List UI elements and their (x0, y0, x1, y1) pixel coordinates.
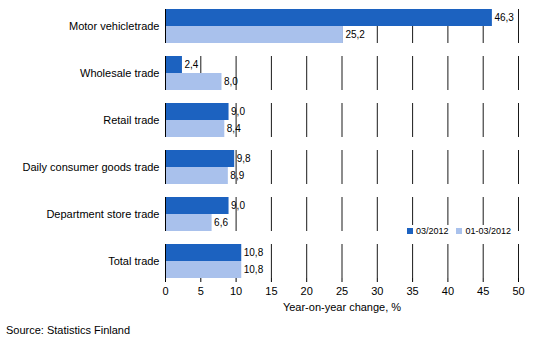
svg-text:30: 30 (371, 285, 383, 297)
svg-text:2,4: 2,4 (184, 59, 198, 70)
svg-text:45: 45 (477, 285, 489, 297)
svg-text:50: 50 (512, 285, 524, 297)
svg-text:10: 10 (230, 285, 242, 297)
svg-text:Daily consumer goods trade: Daily consumer goods trade (23, 161, 160, 173)
svg-text:20: 20 (301, 285, 313, 297)
svg-text:0: 0 (162, 285, 168, 297)
svg-text:6,6: 6,6 (214, 217, 228, 228)
svg-text:8,4: 8,4 (227, 123, 241, 134)
svg-text:Department store trade: Department store trade (46, 208, 159, 220)
html-text:Source: Statistics Finland: Source: Statistics Finland (6, 324, 131, 336)
svg-text:Year-on-year change, %: Year-on-year change, % (283, 301, 401, 313)
svg-text:9,8: 9,8 (237, 153, 251, 164)
svg-text:8,0: 8,0 (224, 76, 238, 87)
svg-text:10,8: 10,8 (244, 247, 264, 258)
svg-text:25: 25 (336, 285, 348, 297)
html-text:01-03/2012: 01-03/2012 (465, 226, 511, 237)
svg-text:9,0: 9,0 (231, 106, 245, 117)
svg-text:Wholesale trade: Wholesale trade (80, 67, 160, 79)
svg-text:40: 40 (442, 285, 454, 297)
svg-text:Motor vehicletrade: Motor vehicletrade (69, 20, 160, 32)
svg-text:9,0: 9,0 (231, 200, 245, 211)
svg-text:15: 15 (265, 285, 277, 297)
svg-text:5: 5 (198, 285, 204, 297)
svg-text:25,2: 25,2 (345, 29, 365, 40)
svg-text:Total trade: Total trade (108, 255, 159, 267)
svg-text:46,3: 46,3 (494, 12, 514, 23)
svg-text:8,9: 8,9 (230, 170, 244, 181)
svg-text:10,8: 10,8 (244, 264, 264, 275)
html-text:03/2012: 03/2012 (415, 226, 449, 237)
svg-text:Retail trade: Retail trade (103, 114, 159, 126)
svg-text:35: 35 (406, 285, 418, 297)
